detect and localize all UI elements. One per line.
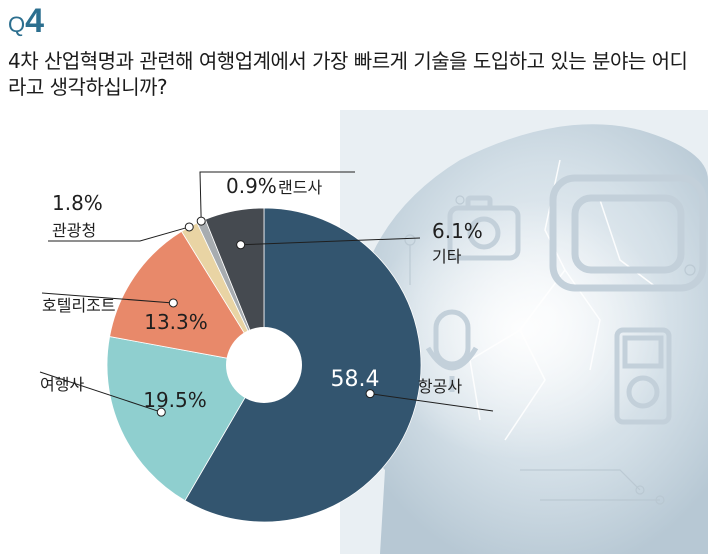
label-dot — [236, 240, 246, 250]
question-prefix: Q — [8, 12, 26, 37]
data-label: 19.5% — [143, 388, 207, 412]
leader-line — [370, 393, 494, 412]
data-label: 1.8% — [52, 191, 103, 215]
question-number: Q4 — [8, 2, 44, 41]
slice-name-label: 호텔리조트 — [42, 296, 116, 315]
data-label: 13.3% — [144, 310, 208, 334]
slice-name-label: 항공사 — [418, 377, 462, 396]
label-dot — [156, 407, 166, 417]
question-text: 4차 산업혁명과 관련해 여행업계에서 가장 빠르게 기술을 도입하고 있는 분… — [8, 49, 688, 99]
leader-line — [48, 226, 190, 242]
slice-name-label: 관광청 — [52, 221, 96, 240]
pie-slice — [106, 336, 265, 502]
label-dot — [184, 222, 194, 232]
label-dot — [365, 389, 375, 399]
label-dot — [168, 298, 178, 308]
pie-slice — [184, 207, 422, 523]
leader-line — [41, 292, 174, 304]
slice-name-label: 여행사 — [40, 375, 84, 394]
data-label: 0.9% — [226, 174, 277, 198]
leader-line — [199, 171, 355, 222]
pie-slice — [109, 230, 265, 366]
tv-icon — [549, 174, 707, 292]
question-number-value: 4 — [25, 2, 44, 40]
music-player-icon — [614, 327, 672, 425]
leader-line — [240, 237, 421, 246]
slice-name-label: 기타 — [432, 247, 462, 266]
microphone-icon — [425, 309, 479, 392]
data-label: 6.1% — [432, 219, 483, 243]
donut-hole — [226, 327, 302, 403]
slice-name-label: 랜드사 — [278, 178, 322, 197]
data-label: 58.4 — [331, 367, 380, 392]
label-dot — [196, 216, 206, 226]
leader-line — [39, 371, 162, 413]
camera-icon — [447, 195, 521, 261]
